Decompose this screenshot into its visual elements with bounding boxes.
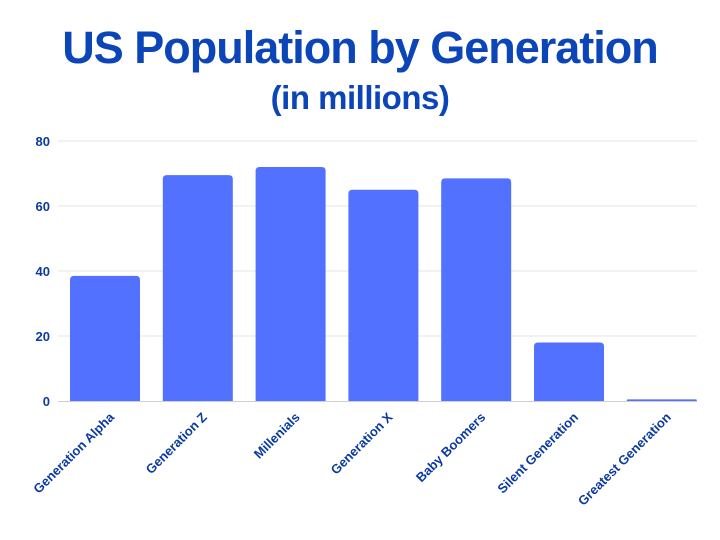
bar-millenials [255,167,326,401]
bar-generation-x [348,189,419,401]
x-axis-labels: Generation Alpha Generation Z Millenials Ge… [30,409,674,509]
y-tick-label: 80 [36,134,50,149]
y-tick-label: 0 [43,394,50,409]
x-tick-label: Millenials [251,410,303,462]
x-tick-label: Generation Alpha [30,409,117,496]
chart-title: US Population by Generation [62,22,659,73]
bar-baby-boomers [441,178,512,401]
chart-subtitle: (in millions) [270,79,450,116]
bar-generation-alpha [70,275,140,401]
y-axis-ticks: 0 20 40 60 80 [36,134,50,409]
y-tick-label: 20 [36,329,50,344]
x-tick-label: Generation X [328,409,396,477]
bar-greatest-generation [626,399,697,401]
x-tick-label: Greatest Generation [575,409,674,508]
bar-silent-generation [534,342,604,401]
bar-generation-z [162,175,233,401]
y-tick-label: 60 [36,199,50,214]
x-tick-label: Baby Boomers [413,410,488,485]
bars [70,167,697,401]
y-tick-label: 40 [36,264,50,279]
x-tick-label: Silent Generation [494,409,581,496]
x-tick-label: Generation Z [143,409,210,476]
